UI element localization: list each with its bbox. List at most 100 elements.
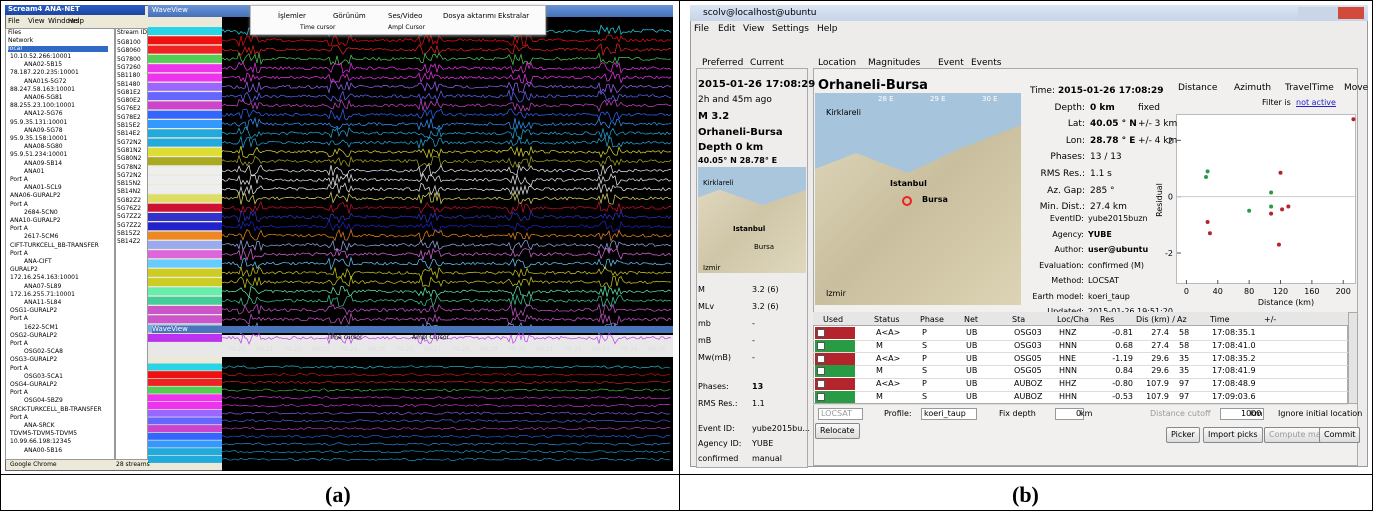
tree-item[interactable]: ANA11-5L84 xyxy=(24,300,61,306)
tree-item[interactable]: Port A xyxy=(10,202,28,208)
tree-item[interactable]: 95.9.35.131:10001 xyxy=(10,120,67,126)
tree-item[interactable]: ANA-CIFT xyxy=(24,259,52,265)
window-buttons[interactable] xyxy=(1298,7,1364,19)
menu-item[interactable]: Help xyxy=(817,25,838,34)
tree-item[interactable]: 95.9.51.234:10001 xyxy=(10,152,67,158)
tree-item[interactable]: Port A xyxy=(10,341,28,347)
tree-item[interactable]: ANA09-5B14 xyxy=(24,161,62,167)
tree-item[interactable]: TDVM5-TDVM5-TDVM5 xyxy=(10,431,77,437)
checkbox[interactable] xyxy=(817,367,825,375)
checkbox[interactable] xyxy=(817,393,825,401)
plot-tab[interactable]: Azimuth xyxy=(1234,84,1271,93)
checkbox[interactable] xyxy=(817,342,825,350)
checkbox[interactable] xyxy=(817,380,825,388)
tree-item[interactable]: local xyxy=(8,46,108,52)
menu-item[interactable]: File xyxy=(8,18,20,25)
tree-item[interactable]: 10.10.52.266:10001 xyxy=(10,54,71,60)
tree-item[interactable]: Files xyxy=(8,30,21,36)
checkbox[interactable] xyxy=(817,329,825,337)
menu-item[interactable]: Settings xyxy=(772,25,809,34)
y-tick-label: 0 xyxy=(1168,193,1173,202)
tab[interactable]: Current xyxy=(750,59,784,68)
tree-item[interactable]: Network xyxy=(8,38,33,44)
tree-item[interactable]: 2617-5CM6 xyxy=(24,234,58,240)
tree-item[interactable]: 88.247.58.163:10001 xyxy=(10,87,75,93)
filter-link[interactable]: not active xyxy=(1296,99,1336,107)
menu-item[interactable]: File xyxy=(694,25,709,34)
button[interactable]: Picker xyxy=(1166,427,1200,443)
tree-item[interactable]: SRCK-TURKCELL_BB-TRANSFER xyxy=(10,407,102,413)
tree-item[interactable]: OSG4-GURALP2 xyxy=(10,382,57,388)
tree-item[interactable]: 1622-5CM1 xyxy=(24,325,58,331)
tree-item[interactable]: ANA01 xyxy=(24,169,44,175)
channel-label xyxy=(148,120,222,128)
menu-item[interactable]: Help xyxy=(68,18,84,25)
plot-tab[interactable]: Distance xyxy=(1178,84,1217,93)
tree-item[interactable]: 95.9.35.158:10001 xyxy=(10,136,67,142)
tab[interactable]: Preferred xyxy=(702,59,743,68)
control-label[interactable]: Distance cutoff xyxy=(1150,410,1211,418)
tree-item[interactable]: ANA01-5CL9 xyxy=(24,185,62,191)
tree-item[interactable]: ANA-SRCK xyxy=(24,423,55,429)
toolbar-menu[interactable]: İşlemler xyxy=(278,13,306,20)
channel-label xyxy=(148,278,222,286)
tree-item[interactable]: OSG03-5CA1 xyxy=(24,374,63,380)
tree-item[interactable]: Port A xyxy=(10,226,28,232)
menu-item[interactable]: Edit xyxy=(718,25,735,34)
tree-item[interactable]: ANA10-GURALP2 xyxy=(10,218,61,224)
tree-item[interactable]: OSG02-5CA8 xyxy=(24,349,63,355)
tree-item[interactable]: 2684-5CN0 xyxy=(24,210,58,216)
tree-item[interactable]: Port A xyxy=(10,177,28,183)
toolbar-menu[interactable]: Ses/Video xyxy=(388,13,422,20)
button[interactable]: Import picks xyxy=(1203,427,1263,443)
tree-item[interactable]: Port A xyxy=(10,415,28,421)
tree-item[interactable]: ANA01S-5G72 xyxy=(24,79,66,85)
control-label[interactable]: Ignore initial location xyxy=(1278,410,1362,418)
button[interactable]: Commit xyxy=(1319,427,1360,443)
tree-item[interactable]: Port A xyxy=(10,390,28,396)
toolbar-menu[interactable]: Görünüm xyxy=(333,13,366,20)
tab[interactable]: Events xyxy=(971,59,1001,68)
tree-item[interactable]: ANA02-5B15 xyxy=(24,62,62,68)
tree-item[interactable]: ANA06-5G81 xyxy=(24,95,63,101)
tree-item[interactable]: ANA09-5G78 xyxy=(24,128,63,134)
button[interactable]: Relocate xyxy=(815,423,860,439)
tree-item[interactable]: ANA08-5G80 xyxy=(24,144,63,150)
checkbox[interactable] xyxy=(817,355,825,363)
toolbar-menu[interactable]: Ekstralar xyxy=(498,13,529,20)
tree-item[interactable]: OSG3-GURALP2 xyxy=(10,357,57,363)
origin-label: EventID: xyxy=(990,215,1084,223)
taskbar-item[interactable]: Google Chrome xyxy=(10,462,57,468)
plot-tab[interactable]: TravelTime xyxy=(1285,84,1334,93)
cell: 17:08:35.2 xyxy=(1212,355,1256,363)
tree-item[interactable]: Port A xyxy=(10,251,28,257)
tab[interactable]: Event xyxy=(938,59,964,68)
tree-item[interactable]: OSG2-GURALP2 xyxy=(10,333,57,339)
menu-item[interactable]: View xyxy=(743,25,764,34)
control-label[interactable]: koeri_taup xyxy=(921,408,977,420)
tree-item[interactable]: Port A xyxy=(10,366,28,372)
tree-item[interactable]: ANA00-5B16 xyxy=(24,448,62,454)
scrollbar[interactable] xyxy=(1348,312,1358,404)
tree-item[interactable]: 78.187.220.235:10001 xyxy=(10,70,79,76)
tree-item[interactable]: ANA06-GURALP2 xyxy=(10,193,61,199)
tree-item[interactable]: 10.99.66.198:12345 xyxy=(10,439,71,445)
tree-item[interactable]: OSG04-5BZ9 xyxy=(24,398,63,404)
tree-item[interactable]: 172.16.255.71:10001 xyxy=(10,292,75,298)
tree-item[interactable]: ANA12-5G76 xyxy=(24,111,63,117)
id-label: Agency ID: xyxy=(698,440,741,448)
tree-item[interactable]: CIFT-TURKCELL_BB-TRANSFER xyxy=(10,243,99,249)
tab[interactable]: Location xyxy=(818,59,856,68)
toolbar-menu[interactable]: Dosya aktarımı xyxy=(443,13,496,20)
tree-item[interactable]: 172.16.254.163:10001 xyxy=(10,275,79,281)
tree-item[interactable]: OSG1-GURALP2 xyxy=(10,308,57,314)
tree-item[interactable]: GURALP2 xyxy=(10,267,38,273)
tree-item[interactable]: Port A xyxy=(10,316,28,322)
tree-item[interactable]: ANA07-5L89 xyxy=(24,284,61,290)
tab[interactable]: Magnitudes xyxy=(868,59,920,68)
control-label[interactable]: LOCSAT xyxy=(818,408,863,420)
tree-item[interactable]: 88.255.23.100:10001 xyxy=(10,103,75,109)
menu-item[interactable]: View xyxy=(28,18,45,25)
plot-tab[interactable]: Move xyxy=(1344,84,1368,93)
control-label[interactable]: Fix depth xyxy=(999,410,1036,418)
